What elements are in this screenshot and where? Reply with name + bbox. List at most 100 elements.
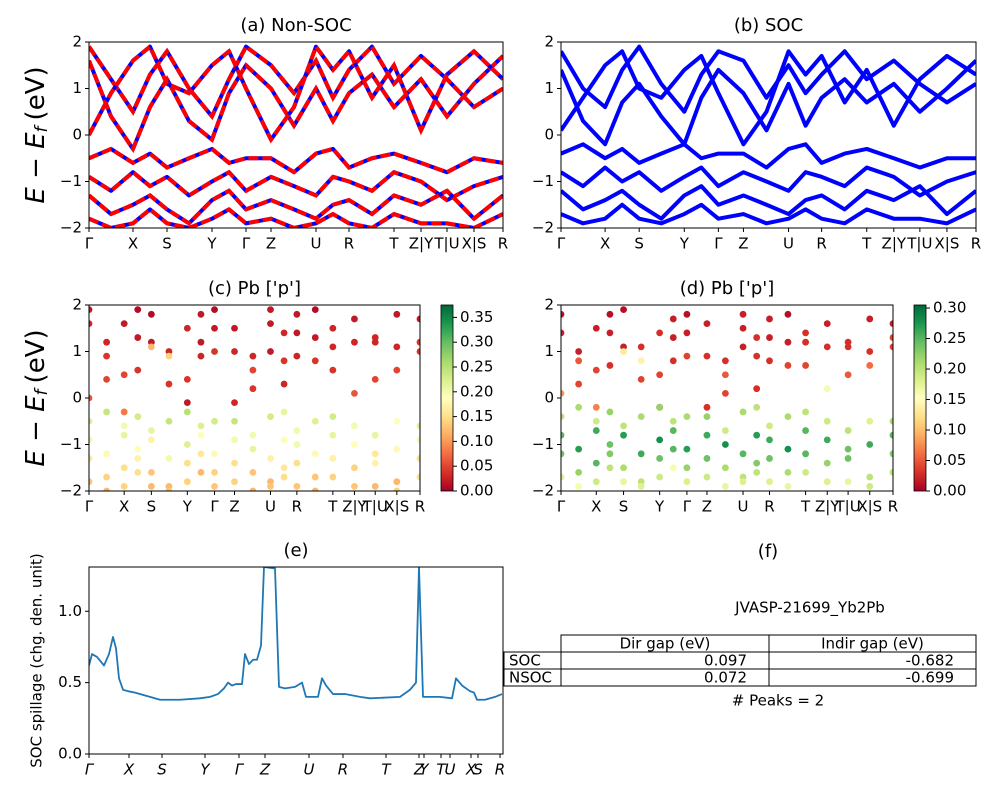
projected-point [637, 343, 645, 351]
projected-point [393, 366, 401, 374]
x-tick-label: Z [259, 761, 271, 779]
y-tick-label: 0 [72, 126, 82, 144]
projected-point [802, 408, 809, 416]
axes-frame [88, 566, 504, 755]
x-tick-label: S [147, 498, 157, 516]
projected-point [739, 324, 747, 332]
projected-point [103, 408, 110, 416]
projected-point [575, 357, 583, 365]
colorbar-tick-label: 0.20 [460, 382, 493, 400]
projected-point [575, 482, 583, 490]
colorbar-tick-label: 0.35 [460, 308, 493, 326]
axes-frame [560, 304, 894, 492]
x-tick-label: X [128, 235, 138, 253]
panel-title: (a) Non-SOC [240, 15, 351, 36]
plot-area [561, 306, 893, 490]
projected-point [683, 310, 691, 318]
x-tick-label: U [265, 498, 276, 516]
plot-area [89, 306, 420, 491]
projected-point [89, 394, 93, 402]
projected-point [311, 450, 319, 458]
projected-point [889, 431, 893, 439]
colorbar-tick-label: 0.05 [460, 457, 493, 475]
projected-point [134, 413, 142, 420]
projected-point [197, 352, 205, 360]
projected-point [103, 487, 110, 491]
y-tick-label: 1 [544, 79, 554, 97]
projected-point [561, 450, 565, 458]
x-tick-label: Z [229, 498, 239, 516]
projected-point [249, 385, 257, 393]
projected-point [802, 427, 809, 434]
x-tick-label: Γ [210, 498, 219, 516]
x-tick-label: R [888, 498, 898, 516]
projected-point [329, 473, 337, 481]
projected-point [656, 371, 664, 379]
projected-point [802, 329, 809, 337]
x-tick-label: X [591, 498, 601, 516]
projected-point [784, 310, 792, 318]
projected-point [802, 469, 809, 476]
projected-point [371, 376, 379, 383]
projected-point [561, 413, 565, 420]
x-tick-label: Y [200, 761, 211, 779]
axes-frame [560, 41, 977, 229]
y-tick-label: 0 [72, 389, 82, 407]
projected-point [889, 469, 893, 476]
x-tick-label: S [634, 235, 644, 253]
colorbar-tick-label: 0.15 [933, 390, 966, 408]
projected-point [802, 450, 809, 458]
projected-point [669, 427, 677, 434]
y-tick-label: 1 [544, 342, 554, 360]
projected-point [844, 338, 852, 346]
projected-point [249, 469, 257, 476]
projected-point [329, 413, 337, 420]
projected-point [231, 478, 238, 486]
projected-point [823, 478, 831, 486]
x-tick-label: U [311, 235, 322, 253]
projected-point [784, 413, 792, 420]
projected-point [739, 473, 747, 481]
projected-point [606, 464, 614, 472]
projected-point [721, 464, 729, 472]
band-line-dashed [89, 43, 503, 121]
projected-point [889, 320, 893, 327]
projected-point [606, 408, 614, 416]
projected-point [416, 338, 420, 346]
projected-point [329, 455, 337, 462]
projected-point [351, 422, 358, 430]
projected-point [147, 482, 155, 490]
projected-point [165, 348, 173, 355]
band-line-dashed [89, 54, 503, 154]
projected-point [620, 478, 627, 486]
projected-point [211, 482, 218, 490]
projected-point [561, 431, 565, 439]
projected-point [753, 403, 761, 411]
projected-point [656, 403, 664, 411]
projected-point [211, 469, 218, 476]
projected-point [620, 343, 627, 351]
x-tick-label: T [861, 235, 872, 253]
projected-point [197, 310, 205, 318]
projected-point [371, 459, 379, 467]
projected-point [103, 352, 110, 360]
colorbar-tick-label: 0.00 [933, 482, 966, 500]
projected-point [280, 436, 288, 444]
projected-point [103, 376, 110, 383]
band-line-dashed [89, 42, 503, 144]
projected-point [416, 455, 420, 462]
panel-title: (d) Pb ['p'] [680, 278, 775, 299]
projected-point [703, 403, 711, 411]
projected-point [703, 320, 711, 327]
projected-point [311, 487, 319, 491]
projected-point [393, 478, 401, 486]
projected-point [766, 334, 773, 341]
projected-point [267, 348, 274, 355]
projected-point [371, 431, 379, 439]
colorbar [913, 304, 927, 492]
band-line-dashed [89, 206, 503, 228]
x-tick-label: U [445, 761, 456, 779]
projected-point [183, 441, 191, 448]
x-tick-label: R [344, 235, 354, 253]
